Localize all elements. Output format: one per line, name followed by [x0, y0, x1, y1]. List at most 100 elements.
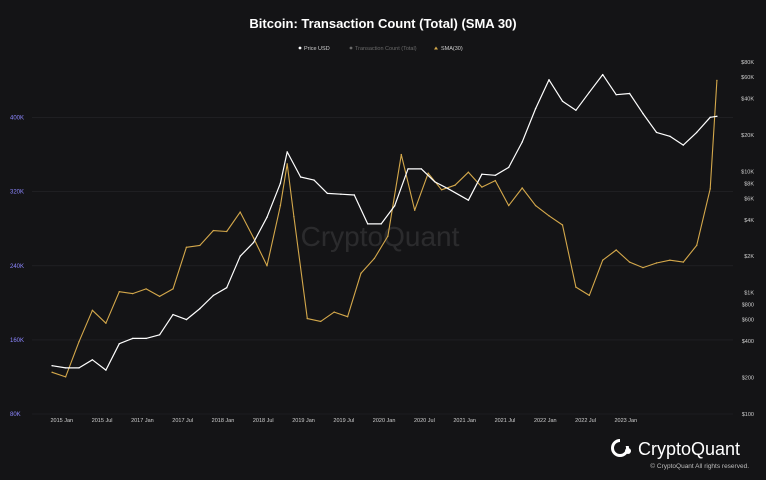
data-point-sma-30 [51, 371, 53, 373]
data-point-price-usd [696, 131, 698, 134]
right-tick-label: $40K [741, 96, 754, 102]
data-point-sma-30 [521, 187, 523, 189]
x-tick-label: 2022 Jul [575, 418, 596, 424]
data-point-price-usd [313, 179, 315, 181]
data-point-price-usd [367, 223, 369, 225]
data-point-sma-30 [602, 259, 604, 261]
data-point-price-usd [521, 141, 523, 143]
data-point-price-usd [172, 313, 174, 316]
x-tick-label: 2020 Jul [414, 418, 435, 424]
series-layer [51, 73, 718, 378]
x-tick-label: 2020 Jan [373, 418, 396, 424]
data-point-sma-30 [548, 215, 550, 217]
cryptoquant-logo-icon [611, 436, 631, 457]
data-point-price-usd [716, 115, 718, 118]
right-tick-label: $800 [742, 303, 754, 309]
data-point-sma-30 [346, 316, 349, 318]
data-point-price-usd [266, 216, 268, 218]
data-point-sma-30 [132, 292, 134, 295]
right-tick-label: $400 [742, 339, 754, 345]
right-tick-label: $600 [742, 318, 754, 324]
data-point-price-usd [407, 168, 409, 170]
data-point-sma-30 [440, 189, 443, 191]
data-point-sma-30 [239, 211, 241, 213]
data-point-sma-30 [78, 341, 80, 343]
data-point-sma-30 [199, 244, 201, 247]
data-point-sma-30 [494, 179, 496, 182]
data-point-sma-30 [561, 224, 564, 226]
data-point-price-usd [494, 174, 496, 176]
data-point-price-usd [655, 131, 658, 134]
data-point-price-usd [628, 92, 631, 95]
data-point-sma-30 [669, 259, 671, 261]
data-point-sma-30 [716, 79, 718, 82]
data-point-price-usd [132, 337, 134, 340]
legend-entry-tx-count[interactable]: Transaction Count (Total) [349, 46, 417, 52]
data-point-sma-30 [105, 322, 107, 324]
right-tick-label: $200 [742, 376, 754, 382]
data-point-price-usd [279, 182, 282, 184]
legend-label-price: Price USD [304, 46, 330, 52]
chart-title: Bitcoin: Transaction Count (Total) (SMA … [249, 16, 516, 31]
data-point-sma-30 [414, 209, 416, 211]
x-tick-label: 2015 Jul [92, 418, 113, 424]
data-point-price-usd [158, 334, 161, 336]
data-point-sma-30 [286, 163, 288, 165]
data-point-sma-30 [306, 317, 308, 320]
data-point-sma-30 [360, 272, 362, 274]
data-point-sma-30 [279, 204, 282, 207]
data-point-sma-30 [534, 204, 537, 207]
watermark-text: CryptoQuant [301, 221, 460, 252]
data-point-price-usd [434, 181, 436, 183]
data-point-price-usd [226, 287, 228, 289]
data-point-price-usd [508, 166, 510, 169]
data-point-price-usd [212, 294, 214, 297]
data-point-price-usd [145, 337, 147, 340]
copyright-text: © CryptoQuant All rights reserved. [650, 462, 749, 470]
data-point-sma-30 [467, 171, 470, 173]
right-axis: $100 $200 $400 $600 $800 $1K $2K $4K $6K $8K $10K $… [741, 60, 754, 418]
right-tick-label: $60K [741, 75, 754, 81]
data-point-price-usd [420, 168, 423, 170]
x-tick-label: 2022 Jan [534, 418, 557, 424]
data-point-sma-30 [642, 266, 644, 269]
left-tick-label: 80K [10, 412, 21, 418]
data-point-sma-30 [333, 311, 335, 313]
data-point-sma-30 [709, 188, 711, 190]
data-point-price-usd [709, 116, 711, 119]
x-tick-label: 2015 Jan [50, 418, 73, 424]
right-tick-label: $4K [744, 218, 754, 224]
data-point-sma-30 [427, 172, 429, 174]
data-point-price-usd [118, 343, 121, 345]
x-tick-label: 2018 Jan [212, 418, 235, 424]
series-line-sma-30 [51, 80, 718, 378]
legend-entry-price[interactable]: Price USD [298, 46, 330, 52]
data-point-price-usd [534, 107, 537, 110]
data-point-sma-30 [400, 153, 402, 156]
data-point-price-usd [91, 359, 94, 361]
x-tick-label: 2023 Jan [615, 418, 638, 424]
right-tick-label: $80K [741, 60, 754, 66]
data-point-sma-30 [145, 288, 147, 290]
data-point-price-usd [588, 91, 590, 94]
data-point-sma-30 [212, 229, 214, 232]
data-point-price-usd [575, 109, 577, 112]
data-point-price-usd [447, 188, 449, 190]
data-point-price-usd [286, 151, 288, 153]
left-tick-label: 320K [10, 190, 24, 196]
data-point-sma-30 [293, 216, 295, 218]
data-point-price-usd [64, 367, 67, 369]
left-tick-label: 400K [10, 116, 24, 122]
data-point-price-usd [299, 176, 302, 178]
legend-entry-sma[interactable]: SMA(30) [434, 46, 463, 52]
right-tick-label: $2K [744, 254, 754, 260]
data-point-sma-30 [172, 288, 174, 290]
data-point-price-usd [682, 144, 684, 146]
right-tick-label: $20K [741, 133, 754, 139]
brand-logo: CryptoQuant © CryptoQuant All rights res… [611, 436, 749, 470]
data-point-sma-30 [64, 376, 67, 378]
data-point-sma-30 [575, 286, 577, 288]
legend-label-sma: SMA(30) [441, 46, 463, 52]
data-point-sma-30 [682, 261, 684, 263]
